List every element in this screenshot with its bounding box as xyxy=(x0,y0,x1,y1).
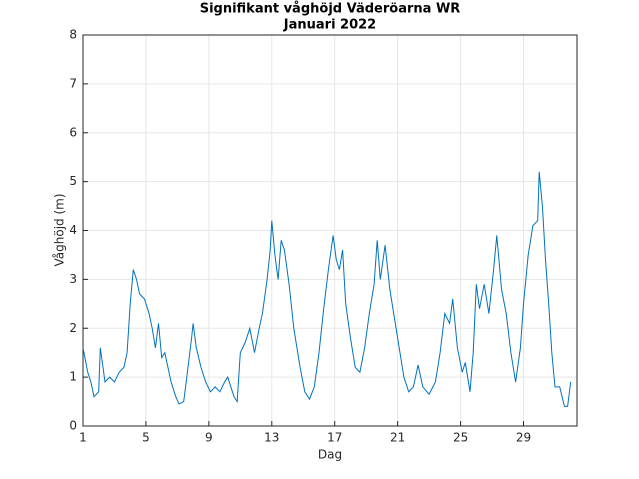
x-tick-label: 29 xyxy=(516,431,531,445)
x-tick-label: 1 xyxy=(79,431,87,445)
y-tick-label: 6 xyxy=(69,125,77,139)
y-axis-label: Våghöjd (m) xyxy=(53,193,67,266)
axes-box xyxy=(82,34,578,427)
y-tick-label: 8 xyxy=(69,28,77,42)
y-tick-label: 4 xyxy=(69,223,77,237)
x-tick-label: 17 xyxy=(327,431,342,445)
data-line xyxy=(82,171,572,407)
x-tick-label: 13 xyxy=(264,431,279,445)
x-axis-label: Dag xyxy=(318,448,342,462)
y-tick-label: 5 xyxy=(69,174,77,188)
y-tick-label: 2 xyxy=(69,321,77,335)
y-tick-label: 3 xyxy=(69,272,77,286)
x-tick-label: 25 xyxy=(453,431,468,445)
chart-title: Signifikant våghöjd Väderöarna WR xyxy=(200,2,461,17)
y-tick-label: 7 xyxy=(69,76,77,90)
x-tick-label: 21 xyxy=(390,431,405,445)
y-tick-label: 1 xyxy=(69,370,77,384)
y-tick-label: 0 xyxy=(69,419,77,433)
x-tick-label: 5 xyxy=(142,431,150,445)
x-tick-label: 9 xyxy=(205,431,213,445)
chart-subtitle: Januari 2022 xyxy=(283,18,376,33)
